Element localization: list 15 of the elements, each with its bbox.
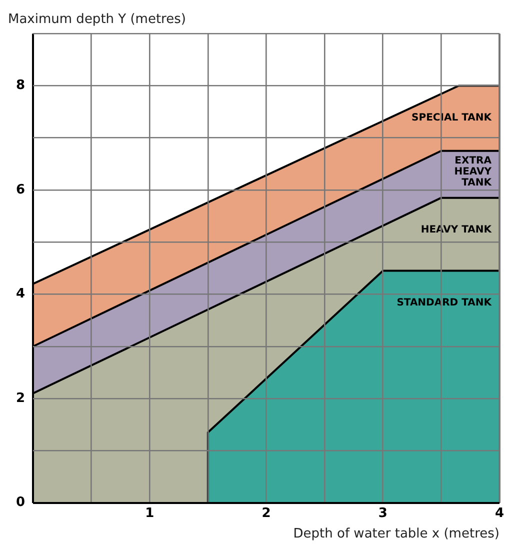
y-tick-label: 2 bbox=[16, 390, 26, 406]
x-tick-label: 2 bbox=[262, 506, 271, 521]
series-label: EXTRA HEAVY TANK bbox=[454, 155, 493, 188]
y-tick-label: 4 bbox=[16, 286, 26, 302]
x-tick-label: 3 bbox=[378, 506, 388, 521]
y-tick-label: 6 bbox=[16, 182, 26, 198]
series-label: STANDARD TANK bbox=[396, 297, 493, 308]
x-axis-title: Depth of water table x (metres) bbox=[293, 526, 500, 542]
y-tick-label: 8 bbox=[16, 78, 26, 94]
x-tick-label: 1 bbox=[145, 506, 154, 521]
series-label: HEAVY TANK bbox=[420, 224, 493, 236]
y-tick-label: 0 bbox=[16, 495, 26, 510]
series-label: SPECIAL TANK bbox=[412, 112, 493, 124]
y-axis-title: Maximum depth Y (metres) bbox=[8, 12, 186, 28]
x-tick-label: 4 bbox=[494, 506, 504, 521]
